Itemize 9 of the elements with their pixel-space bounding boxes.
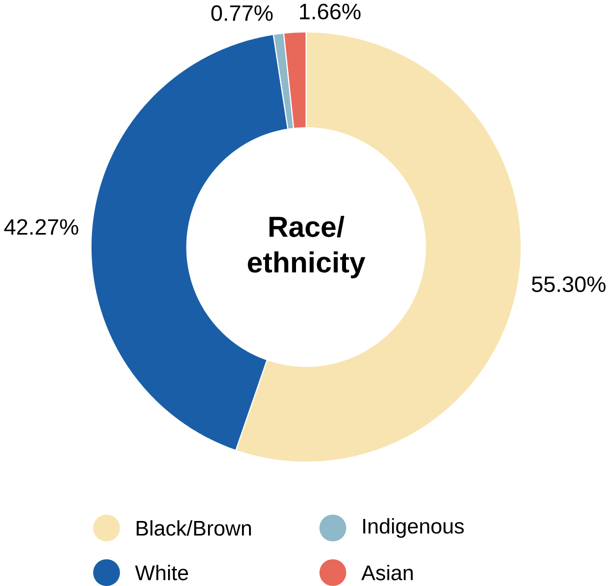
legend-label: White (135, 564, 188, 580)
legend-label: Black/Brown (136, 520, 251, 536)
text: Race/ ethnicity (248, 216, 366, 278)
legend-label: Indigenous (363, 518, 464, 538)
data-label: 0.77% (211, 5, 273, 21)
data-label: 42.27% (4, 219, 78, 235)
data-label: 55.30% (532, 276, 606, 292)
data-label: 1.66% (300, 4, 361, 20)
legend-label: Asian (361, 564, 413, 580)
